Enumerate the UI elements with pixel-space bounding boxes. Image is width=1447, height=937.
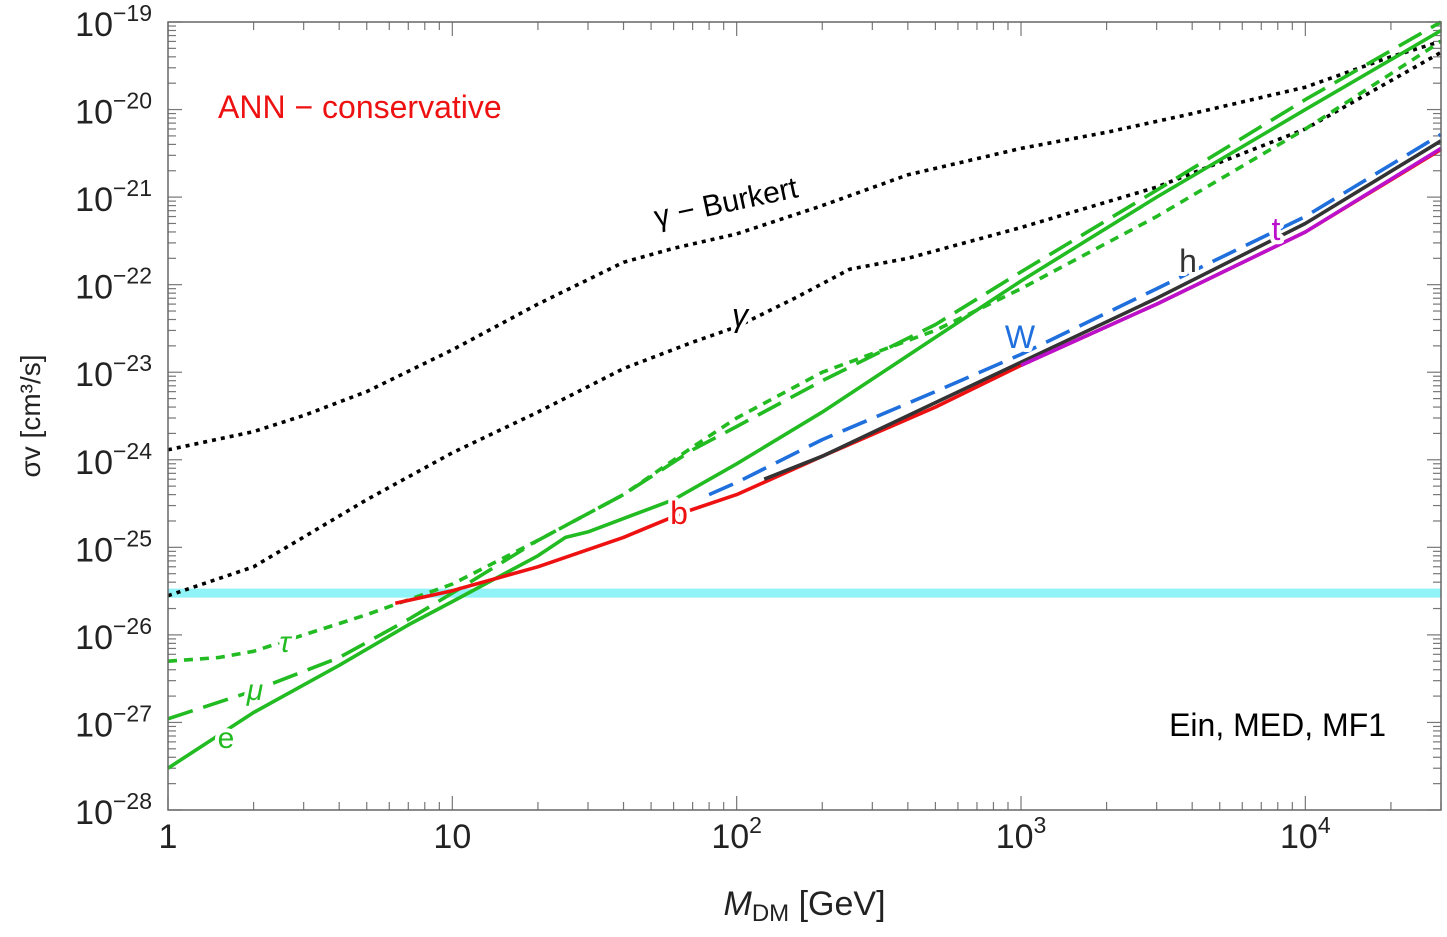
- series-line: [167, 39, 1442, 663]
- annotations: ANN − conservative Ein, MED, MF1: [218, 89, 1386, 743]
- y-tick-label: 10−23: [75, 350, 152, 394]
- curve-label: t: [1272, 211, 1281, 247]
- plot-frame: [167, 21, 1442, 811]
- y-tick-label: 10−21: [75, 175, 152, 219]
- series-line: [708, 132, 1442, 497]
- x-tick-label: 1: [159, 818, 178, 856]
- y-tick-label: 10−24: [75, 438, 152, 482]
- y-tick-label: 10−26: [75, 613, 152, 657]
- x-tick-label: 10: [433, 818, 471, 856]
- curve-label: γ: [732, 297, 750, 333]
- y-axis-label: σv [cm³/s]: [15, 354, 46, 477]
- series-line: [167, 20, 1442, 721]
- series-line: [167, 28, 1442, 770]
- curve-label: τ: [279, 626, 292, 659]
- y-tick-label: 10−28: [75, 788, 152, 832]
- series-line: [167, 50, 1442, 598]
- y-tick-label: 10−20: [75, 88, 152, 132]
- chart-annotation: ANN − conservative: [218, 89, 502, 125]
- x-tick-label: 102: [711, 812, 762, 856]
- curve-label: b: [670, 495, 688, 531]
- x-tick-label: 103: [996, 812, 1047, 856]
- y-tick-label: 10−19: [75, 0, 152, 44]
- curve-label: e: [218, 722, 235, 755]
- curve-label: μ: [246, 674, 263, 707]
- tick-labels: 1 10 102 103 104 10−28 10−27 10−26 10−25 10−24 10−…: [75, 0, 1331, 856]
- chart-annotation: Ein, MED, MF1: [1169, 707, 1386, 743]
- curve-label: h: [1179, 243, 1197, 279]
- x-axis-label: MDM [GeV]: [723, 885, 885, 927]
- y-tick-label: 10−27: [75, 700, 152, 744]
- y-tick-label: 10−25: [75, 525, 152, 569]
- series-lines: [167, 20, 1442, 770]
- series-line: [763, 139, 1442, 481]
- curve-label: W: [1005, 319, 1036, 355]
- series-line: [1020, 146, 1442, 367]
- x-tick-label: 104: [1280, 812, 1331, 856]
- y-tick-label: 10−22: [75, 263, 152, 307]
